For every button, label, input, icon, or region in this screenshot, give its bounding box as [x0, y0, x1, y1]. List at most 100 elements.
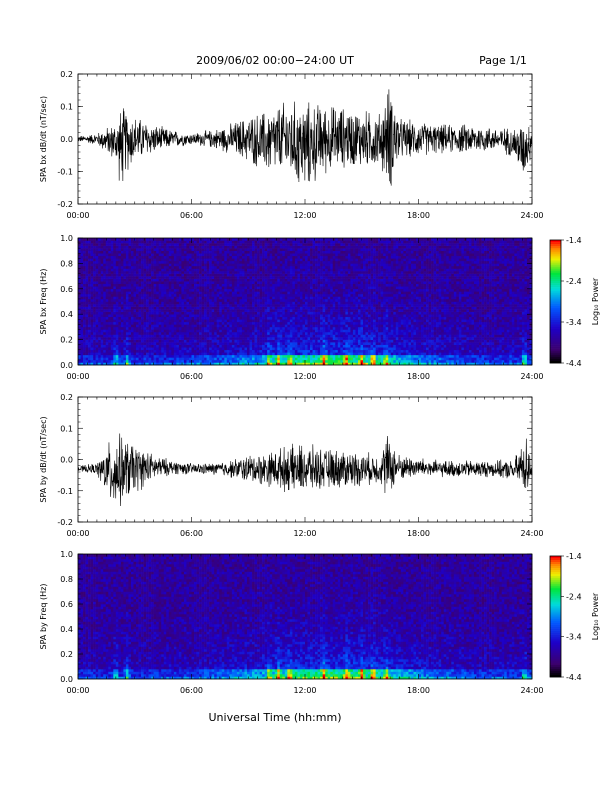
spectrogram-cell — [264, 329, 268, 333]
spectrogram-cell — [173, 281, 177, 285]
spectrogram-cell — [151, 243, 154, 246]
spectrogram-cell — [83, 347, 86, 351]
spectrogram-cell — [118, 273, 122, 277]
spectrogram-cell — [103, 301, 107, 305]
spectrogram-cell — [239, 306, 243, 310]
spectrogram-cell — [234, 349, 238, 353]
spectrogram-cell — [123, 316, 127, 320]
spectrogram-cell — [123, 271, 127, 274]
spectrogram-cell — [85, 319, 89, 323]
spectrogram-cell — [279, 263, 283, 267]
spectrogram-cell — [123, 258, 127, 262]
spectrogram-cell — [110, 347, 114, 351]
spectrogram-cell — [221, 362, 225, 366]
spectrogram-cell — [83, 268, 86, 272]
spectrogram-cell — [183, 293, 187, 297]
spectrogram-cell — [209, 273, 212, 277]
spectrogram-cell — [257, 273, 260, 277]
spectrogram-cell — [166, 329, 170, 333]
spectrogram-cell — [151, 260, 154, 264]
spectrogram-cell — [239, 286, 243, 290]
spectrogram-cell — [194, 326, 197, 330]
spectrogram-cell — [183, 258, 187, 262]
spectrogram-cell — [199, 271, 202, 274]
spectrogram-cell — [93, 319, 96, 323]
spectrogram-cell — [201, 301, 205, 305]
spectrogram-cell — [181, 265, 185, 269]
spectrogram-cell — [188, 250, 192, 254]
spectrogram-cell — [78, 354, 81, 358]
spectrogram-cell — [302, 354, 306, 358]
spectrogram-cell — [136, 238, 139, 241]
spectrogram-cell — [272, 283, 276, 287]
spectrogram-cell — [103, 243, 107, 246]
spectrogram-cell — [93, 349, 96, 353]
spectrogram-cell — [138, 298, 142, 302]
spectrogram-cell — [183, 316, 187, 320]
spectrogram-cell — [287, 263, 291, 267]
spectrogram-cell — [181, 243, 185, 246]
spectrogram-cell — [95, 347, 99, 351]
spectrogram-cell — [231, 245, 235, 249]
spectrogram-cell — [148, 324, 152, 328]
spectrogram-cell — [143, 258, 147, 262]
spectrogram-cell — [98, 326, 101, 330]
spectrogram-cell — [307, 326, 311, 330]
spectrogram-cell — [120, 359, 124, 363]
spectrogram-cell — [317, 326, 321, 330]
spectrogram-cell — [90, 243, 94, 246]
spectrogram-cell — [194, 362, 197, 366]
spectrogram-cell — [287, 326, 291, 330]
spectrogram-cell — [287, 250, 291, 254]
spectrogram-cell — [85, 258, 89, 262]
spectrogram-cell — [239, 309, 243, 312]
spectrogram-cell — [130, 344, 134, 348]
spectrogram-cell — [78, 339, 81, 343]
spectrogram-cell — [219, 288, 223, 292]
spectrogram-cell — [310, 291, 313, 295]
spectrogram-cell — [105, 331, 109, 335]
spectrogram-cell — [262, 357, 265, 361]
spectrogram-cell — [259, 293, 263, 297]
spectrogram-cell — [105, 311, 109, 315]
spectrogram-cell — [229, 331, 233, 335]
spectrogram-cells — [78, 238, 533, 366]
spectrogram-cell — [105, 306, 109, 310]
spectrogram-cell — [259, 245, 263, 249]
spectrogram-cell — [153, 309, 157, 312]
spectrogram-cell — [269, 354, 273, 358]
spectrogram-cell — [88, 326, 91, 330]
spectrogram-cell — [163, 306, 167, 310]
spectrogram-cell — [113, 276, 117, 279]
spectrogram-cell — [105, 352, 109, 356]
spectrogram-cell — [216, 359, 220, 363]
spectrogram-cell — [146, 301, 149, 305]
spectrogram-cell — [277, 349, 281, 353]
spectrogram-cell — [244, 293, 248, 297]
spectrogram-cell — [118, 296, 122, 300]
spectrogram-cell — [80, 306, 84, 310]
spectrogram-cell — [299, 354, 303, 358]
spectrogram-cell — [267, 359, 270, 363]
spectrogram-cell — [221, 339, 225, 343]
spectrogram-cell — [226, 276, 230, 279]
spectrogram-cell — [201, 362, 205, 366]
spectrogram-cell — [181, 359, 185, 363]
spectrogram-cell — [216, 352, 220, 356]
spectrogram-cell — [302, 243, 306, 246]
spectrogram-cell — [158, 362, 162, 366]
spectrogram-cell — [130, 357, 134, 361]
spectrogram-cell — [209, 298, 212, 302]
spectrogram-cell — [100, 314, 104, 318]
spectrogram-cell — [196, 283, 200, 287]
spectrogram-cell — [186, 238, 190, 241]
spectrogram-cell — [264, 248, 268, 251]
y-tick-label: 0.2 — [60, 70, 73, 79]
spectrogram-cell — [241, 324, 245, 328]
spectrogram-cell — [246, 359, 250, 363]
spectrogram-cell — [161, 298, 165, 302]
spectrogram-cell — [289, 248, 293, 251]
spectrogram-cell — [93, 243, 96, 246]
spectrogram-cell — [219, 347, 223, 351]
spectrogram-cell — [133, 288, 137, 292]
